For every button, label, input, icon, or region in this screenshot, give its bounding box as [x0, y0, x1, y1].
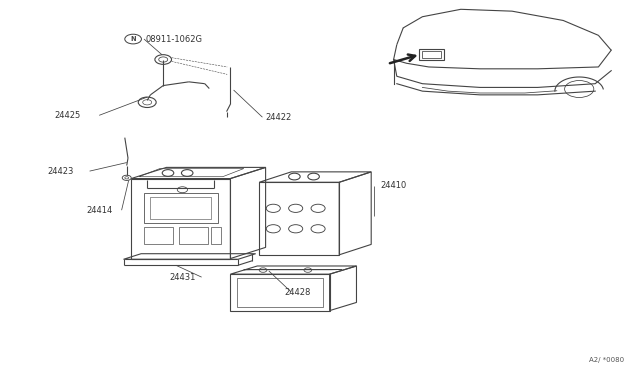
Text: 24414: 24414: [86, 206, 113, 215]
Text: 08911-1062G: 08911-1062G: [146, 35, 203, 44]
Text: 24428: 24428: [285, 288, 311, 296]
Text: A2/ *0080: A2/ *0080: [589, 357, 624, 363]
Text: 24410: 24410: [381, 182, 407, 190]
Text: 24422: 24422: [266, 113, 292, 122]
Text: 24431: 24431: [169, 273, 196, 282]
Text: N: N: [131, 36, 136, 42]
Text: 24425: 24425: [54, 111, 81, 120]
Text: 24423: 24423: [47, 167, 74, 176]
